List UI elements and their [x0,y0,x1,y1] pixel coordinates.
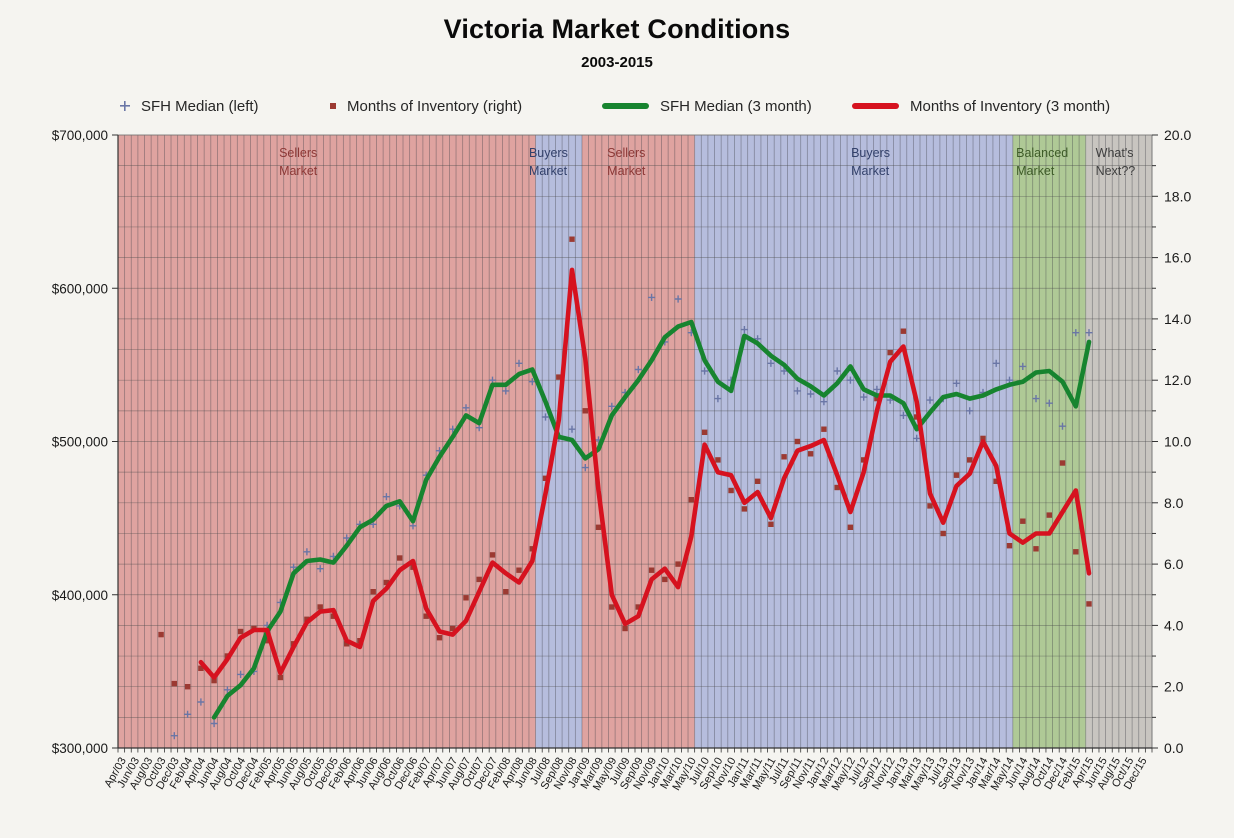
svg-text:10.0: 10.0 [1164,434,1191,450]
red-line-swatch-icon [852,103,899,109]
svg-text:12.0: 12.0 [1164,372,1191,388]
svg-text:0.0: 0.0 [1164,740,1184,756]
market-region-labels: Sellers Market Buyers Market Sellers Market Bu… [279,146,1135,178]
svg-text:4.0: 4.0 [1164,617,1184,633]
svg-text:$700,000: $700,000 [52,128,108,143]
svg-text:8.0: 8.0 [1164,495,1184,511]
chart-title: Victoria Market Conditions [443,14,791,44]
svg-text:14.0: 14.0 [1164,311,1191,327]
left-axis-labels: $700,000 $600,000 $500,000 $400,000 $300,000 [52,128,108,756]
legend-label: SFH Median (left) [141,97,259,115]
svg-text:18.0: 18.0 [1164,188,1191,204]
legend: SFH Median (left) Months of Inventory (r… [0,94,1234,118]
series-months-of-inventory-3-month [198,267,1092,680]
svg-text:$500,000: $500,000 [52,435,108,450]
svg-text:6.0: 6.0 [1164,556,1184,572]
svg-text:$300,000: $300,000 [52,741,108,756]
legend-label: SFH Median (3 month) [660,97,812,115]
legend-item-sfh-median-3month: SFH Median (3 month) [602,94,812,118]
legend-label: Months of Inventory (right) [347,97,523,115]
series-sfh-median-3-month [211,319,1092,720]
axes [112,134,1158,753]
svg-text:$600,000: $600,000 [52,281,108,296]
gridlines [117,134,1153,749]
plus-marker-icon [120,101,130,111]
series-months-of-inventory-right [158,236,1092,690]
svg-text:$400,000: $400,000 [52,588,108,603]
legend-item-sfh-median: SFH Median (left) [120,94,259,118]
svg-text:2.0: 2.0 [1164,679,1184,695]
svg-text:20.0: 20.0 [1164,127,1191,143]
green-line-swatch-icon [602,103,649,109]
legend-item-months-inventory: Months of Inventory (right) [330,94,522,118]
right-axis-labels: 20.0 18.0 16.0 14.0 12.0 10.0 8.0 6.0 4.0 2.0 0.0 [1164,127,1191,756]
svg-text:16.0: 16.0 [1164,250,1191,266]
square-marker-icon [330,103,336,109]
x-axis-labels: Apr/03Jun/03Aug/03Oct/03Dec/03Feb/04Apr/… [102,756,1149,793]
legend-label: Months of Inventory (3 month) [910,97,1111,115]
legend-item-months-inventory-3month: Months of Inventory (3 month) [852,94,1110,118]
chart-subtitle: 2003-2015 [581,54,653,71]
